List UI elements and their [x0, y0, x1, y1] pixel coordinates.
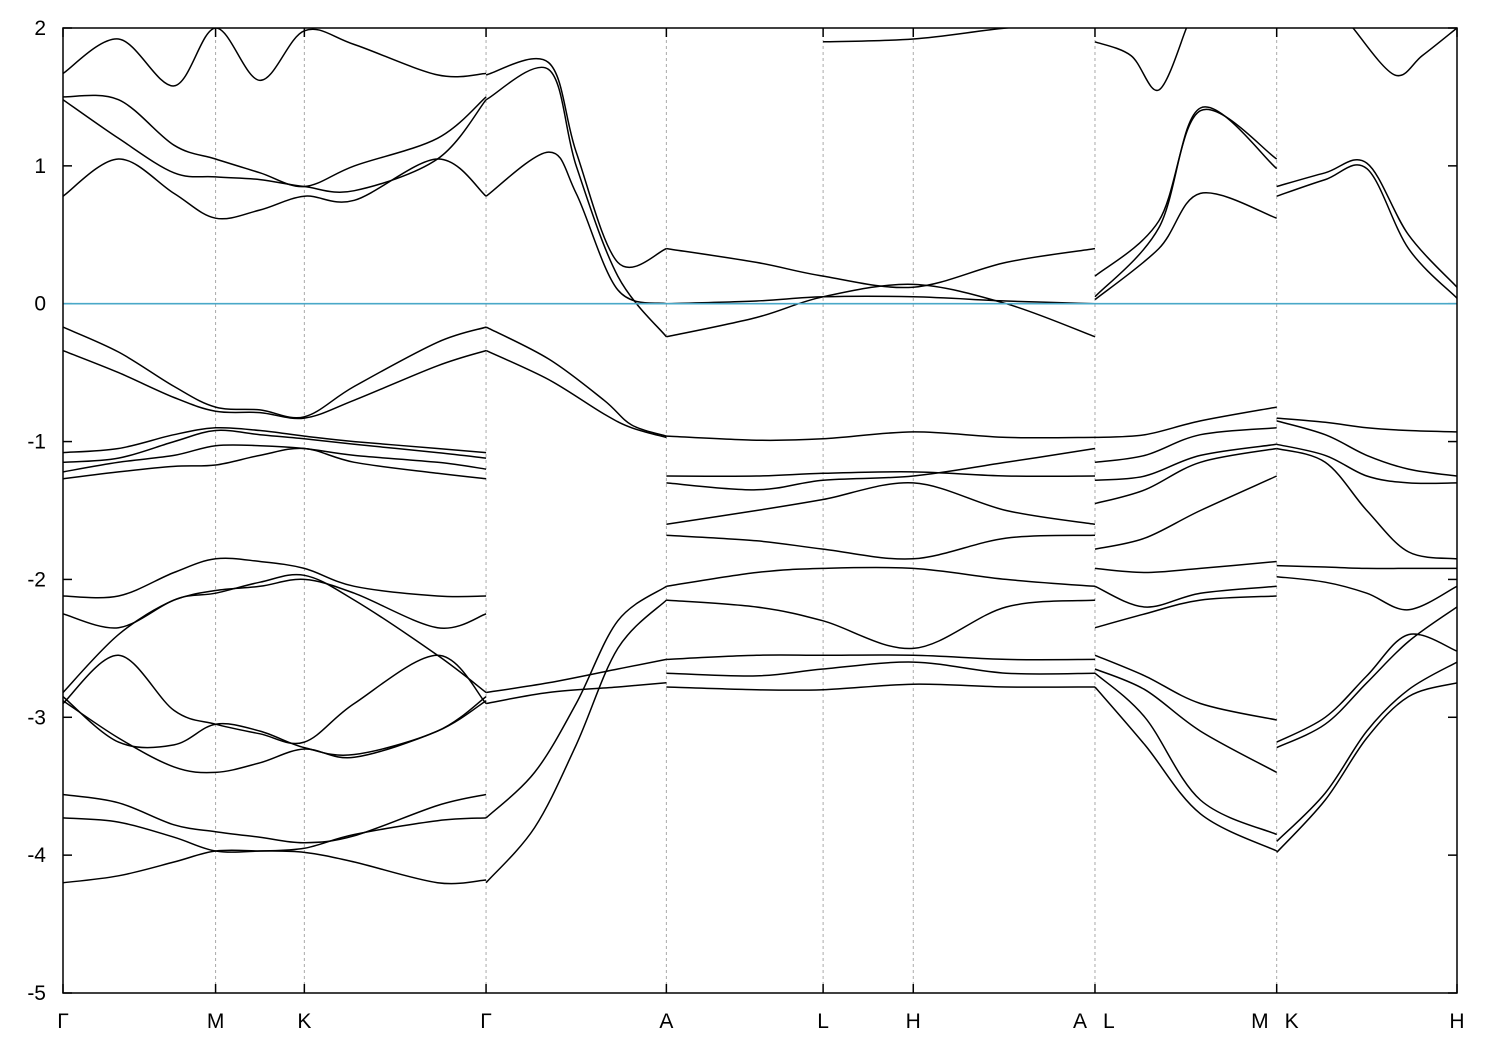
y-tick-label: -2: [27, 568, 46, 591]
energy-band: [1276, 420, 1457, 477]
y-tick-label: -5: [27, 982, 46, 1005]
k-point-label: H: [906, 1010, 921, 1033]
energy-band: [1094, 585, 1277, 608]
energy-band: [1094, 427, 1277, 464]
energy-band: [63, 447, 487, 480]
energy-band: [1094, 595, 1277, 629]
energy-band: [666, 566, 1096, 588]
energy-band: [666, 431, 1096, 442]
energy-band: [1276, 447, 1457, 560]
energy-band: [1094, 654, 1277, 721]
energy-band: [666, 247, 1096, 289]
k-point-label: A: [659, 1010, 673, 1033]
energy-band: [63, 28, 487, 87]
energy-band: [63, 793, 487, 844]
y-tick-label: 1: [34, 155, 46, 178]
k-point-label: K: [297, 1010, 311, 1033]
energy-band: [1276, 164, 1457, 299]
energy-band: [1094, 686, 1278, 852]
energy-band: [1094, 672, 1278, 836]
energy-band: [63, 654, 487, 745]
energy-band: [63, 578, 487, 629]
energy-band: [666, 661, 1096, 677]
energy-band: [63, 695, 487, 756]
energy-band: [63, 444, 487, 473]
energy-band: [63, 849, 487, 885]
k-point-label: Γ: [480, 1010, 492, 1033]
energy-band: [485, 585, 667, 819]
k-point-label: L: [817, 1010, 829, 1033]
energy-band: [1276, 661, 1457, 842]
energy-band: [666, 295, 1096, 305]
energy-band: [63, 426, 487, 454]
energy-band: [63, 158, 487, 220]
k-point-label: H: [1449, 1010, 1464, 1033]
y-tick-label: -4: [27, 844, 46, 867]
energy-band: [1094, 447, 1277, 505]
energy-band: [1094, 560, 1277, 574]
y-tick-label: 0: [34, 293, 46, 316]
y-tick-label: -3: [27, 706, 46, 729]
energy-band: [63, 557, 487, 599]
energy-band: [1094, 406, 1277, 439]
energy-band: [1276, 575, 1457, 611]
energy-band: [666, 447, 1096, 491]
energy-band: [1094, 106, 1278, 298]
y-tick-label: 2: [34, 17, 46, 40]
k-point-label: Γ: [57, 1010, 69, 1033]
energy-band: [1276, 682, 1457, 853]
energy-band: [666, 471, 1096, 478]
energy-bands: [63, 28, 1457, 885]
energy-band: [1094, 28, 1188, 91]
energy-band: [666, 654, 1096, 661]
energy-band: [1276, 158, 1457, 288]
energy-band: [1276, 564, 1457, 570]
energy-band: [1352, 28, 1457, 77]
energy-band: [485, 349, 667, 439]
energy-band: [1094, 192, 1277, 301]
energy-band: [63, 94, 487, 188]
energy-band: [63, 99, 487, 194]
energy-band: [1276, 417, 1457, 433]
energy-band: [485, 682, 667, 705]
energy-band: [1094, 443, 1277, 481]
energy-band: [63, 326, 487, 419]
energy-band: [666, 534, 1096, 560]
energy-band: [63, 573, 487, 694]
energy-band: [485, 326, 667, 437]
energy-band: [666, 683, 1096, 691]
y-tick-label: -1: [27, 431, 46, 454]
energy-band: [485, 66, 667, 338]
energy-band: [485, 57, 667, 269]
energy-band: [1094, 475, 1278, 550]
k-point-label: M: [1251, 1010, 1269, 1033]
k-point-label: K: [1285, 1010, 1299, 1033]
energy-band: [63, 429, 487, 464]
energy-band: [1094, 668, 1278, 774]
energy-band: [485, 151, 667, 305]
energy-band: [1276, 606, 1457, 749]
energy-band: [63, 817, 487, 853]
energy-band: [666, 599, 1096, 650]
energy-band: [666, 283, 1096, 338]
k-point-label: A: [1073, 1010, 1087, 1033]
energy-band: [485, 599, 667, 884]
energy-band: [485, 658, 667, 694]
y-axis-ticks: -5 -4 -3 -2 -1 0 1 2: [27, 17, 1457, 1005]
energy-band: [823, 28, 1015, 43]
k-point-label: L: [1103, 1010, 1115, 1033]
energy-band: [63, 349, 487, 420]
high-symmetry-lines: [215, 28, 1278, 993]
plot-frame: [62, 27, 1458, 994]
energy-band: [1276, 443, 1457, 485]
energy-band: [666, 482, 1096, 526]
k-point-label: M: [207, 1010, 225, 1033]
energy-band: [1276, 633, 1457, 743]
